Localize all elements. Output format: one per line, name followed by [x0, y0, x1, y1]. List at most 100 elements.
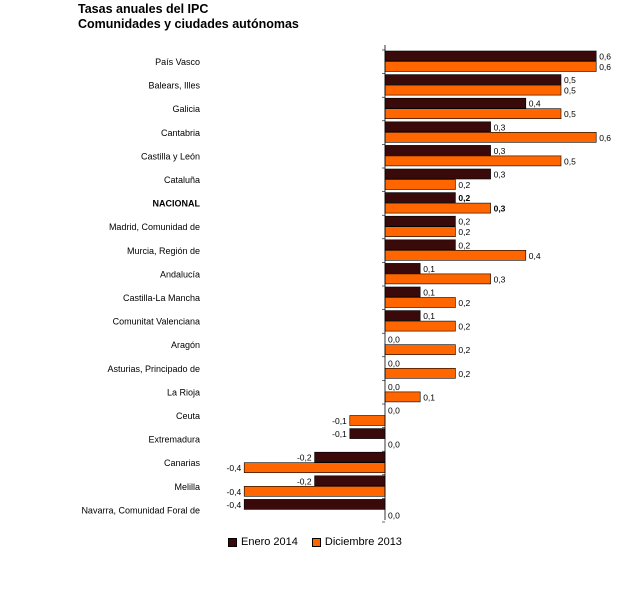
category-label: Melilla [174, 482, 200, 492]
category-label: Galicia [172, 104, 200, 114]
bar-diciembre [243, 462, 386, 474]
data-label: 0,5 [564, 86, 576, 96]
bar-enero [384, 215, 456, 227]
bar-diciembre [384, 108, 562, 119]
data-label: 0,1 [423, 311, 435, 321]
data-label: 0,6 [599, 62, 611, 72]
bar-enero [384, 121, 491, 133]
bar-diciembre [243, 485, 386, 497]
bar-diciembre [384, 84, 562, 96]
category-label: Cantabria [161, 128, 200, 138]
chart-title: Tasas anuales del IPC [78, 2, 209, 16]
data-label: 0,6 [599, 133, 611, 143]
data-label: 0,0 [388, 382, 400, 392]
bar-enero [384, 192, 456, 203]
bar-diciembre [384, 367, 456, 379]
category-label: Balears, Illes [148, 81, 200, 91]
category-label: Navarra, Comunidad Foral de [81, 505, 200, 515]
data-label: 0,3 [494, 122, 506, 132]
data-label: -0,1 [332, 429, 347, 439]
category-label: Andalucía [160, 269, 200, 279]
bar-enero [384, 74, 562, 85]
data-label: 0,2 [458, 322, 470, 332]
bar-diciembre [384, 61, 597, 72]
data-label: 0,3 [494, 204, 506, 214]
data-label: 0,2 [458, 193, 470, 203]
data-label: 0,3 [494, 170, 506, 180]
bar-enero [243, 499, 386, 510]
bar-diciembre [384, 391, 421, 403]
bar-enero [384, 145, 491, 156]
data-label: 0,2 [458, 227, 470, 237]
category-label: Comunitat Valenciana [113, 317, 200, 327]
bar-enero [349, 428, 386, 439]
bar-diciembre [384, 179, 456, 190]
data-label: 0,3 [494, 146, 506, 156]
data-label: 0,5 [564, 109, 576, 119]
bar-enero [384, 263, 421, 274]
data-label: -0,2 [297, 453, 312, 463]
data-label: 0,1 [423, 264, 435, 274]
category-label: Castilla y León [141, 151, 200, 161]
data-label: 0,5 [564, 156, 576, 166]
bar-diciembre [384, 202, 491, 214]
data-label: 0,3 [494, 274, 506, 284]
category-label: Castilla-La Mancha [123, 293, 200, 303]
data-label: -0,4 [227, 500, 242, 510]
data-label: 0,0 [388, 358, 400, 368]
category-label: La Rioja [167, 387, 200, 397]
category-label: Ceuta [176, 411, 200, 421]
bar-diciembre [384, 155, 562, 167]
data-label: -0,2 [297, 476, 312, 486]
bar-diciembre [384, 297, 456, 308]
data-label: 0,2 [458, 345, 470, 355]
data-label: 0,0 [388, 335, 400, 345]
legend-label-diciembre: Diciembre 2013 [324, 536, 402, 548]
data-label: 0,0 [388, 510, 400, 520]
category-label: Aragón [171, 340, 200, 350]
bar-diciembre [384, 344, 456, 356]
legend-item-diciembre: Diciembre 2013 [311, 536, 402, 548]
category-label: Extremadura [148, 435, 200, 445]
bar-enero [384, 239, 456, 251]
data-label: -0,4 [227, 463, 242, 473]
bar-diciembre [349, 415, 386, 426]
category-label: Asturias, Principado de [107, 364, 200, 374]
chart-subtitle: Comunidades y ciudades autónomas [78, 17, 299, 31]
data-label: 0,5 [564, 75, 576, 85]
data-label: 0,6 [599, 52, 611, 62]
chart-titles: Tasas anuales del IPC Comunidades y ciud… [78, 2, 299, 32]
category-label: Canarias [164, 458, 201, 468]
data-label: 0,0 [388, 406, 400, 416]
bar-enero [384, 286, 421, 298]
legend: Enero 2014 Diciembre 2013 [228, 536, 416, 548]
legend-swatch-enero [228, 537, 237, 547]
bar-enero [384, 97, 527, 109]
bar-enero [384, 168, 491, 180]
data-label: 0,2 [458, 180, 470, 190]
data-label: 0,1 [423, 392, 435, 402]
data-label: 0,1 [423, 288, 435, 298]
data-label: 0,4 [529, 99, 541, 109]
bar-enero [384, 50, 597, 62]
bar-diciembre [384, 273, 491, 285]
legend-swatch-diciembre [311, 537, 321, 547]
data-label: -0,4 [227, 487, 242, 497]
bar-diciembre [384, 250, 527, 261]
data-label: 0,2 [458, 240, 470, 250]
category-label: País Vasco [155, 57, 200, 67]
category-label: NACIONAL [153, 199, 201, 209]
data-label: 0,2 [458, 369, 470, 379]
bar-diciembre [384, 226, 456, 237]
category-label: Murcia, Región de [127, 246, 200, 256]
data-label: 0,4 [529, 251, 541, 261]
bar-enero [314, 475, 386, 487]
bar-enero [314, 451, 386, 463]
category-label: Cataluña [164, 175, 200, 185]
bar-diciembre [384, 320, 456, 332]
legend-item-enero: Enero 2014 [228, 536, 298, 548]
bar-diciembre [384, 132, 597, 143]
legend-label-enero: Enero 2014 [241, 536, 298, 548]
data-label: 0,2 [458, 298, 470, 308]
